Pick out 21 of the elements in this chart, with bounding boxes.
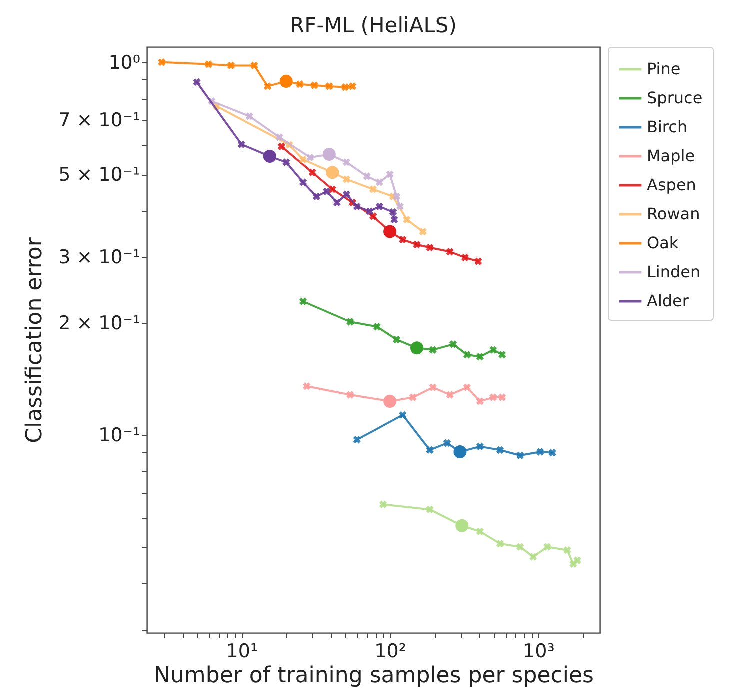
x-axis-title: Number of training samples per species [154, 664, 594, 688]
y-tick-label: 5 × 10⁻¹ [58, 164, 140, 186]
legend-label: Oak [647, 234, 680, 252]
x-tick-label: 10¹ [226, 640, 258, 662]
legend-label: Rowan [647, 204, 700, 224]
y-tick-label: 10⁻¹ [98, 424, 140, 446]
y-axis-title: Classification error [22, 236, 48, 444]
chart-title: RF-ML (HeliALS) [290, 14, 457, 38]
x-tick-label: 10² [374, 640, 406, 662]
legend-label: Spruce [647, 88, 703, 108]
legend-label: Aspen [647, 176, 696, 194]
x-tick-label: 10³ [523, 640, 555, 662]
legend-label: Pine [647, 60, 681, 78]
legend-label: Alder [647, 292, 690, 310]
y-tick-label: 3 × 10⁻¹ [58, 246, 140, 269]
legend-label: Maple [647, 146, 696, 166]
y-tick-label: 10⁰ [108, 52, 140, 74]
y-tick-label: 7 × 10⁻¹ [58, 110, 140, 132]
legend-label: Birch [647, 118, 688, 136]
y-tick-label: 2 × 10⁻¹ [58, 312, 140, 334]
legend-label: Linden [647, 262, 701, 282]
